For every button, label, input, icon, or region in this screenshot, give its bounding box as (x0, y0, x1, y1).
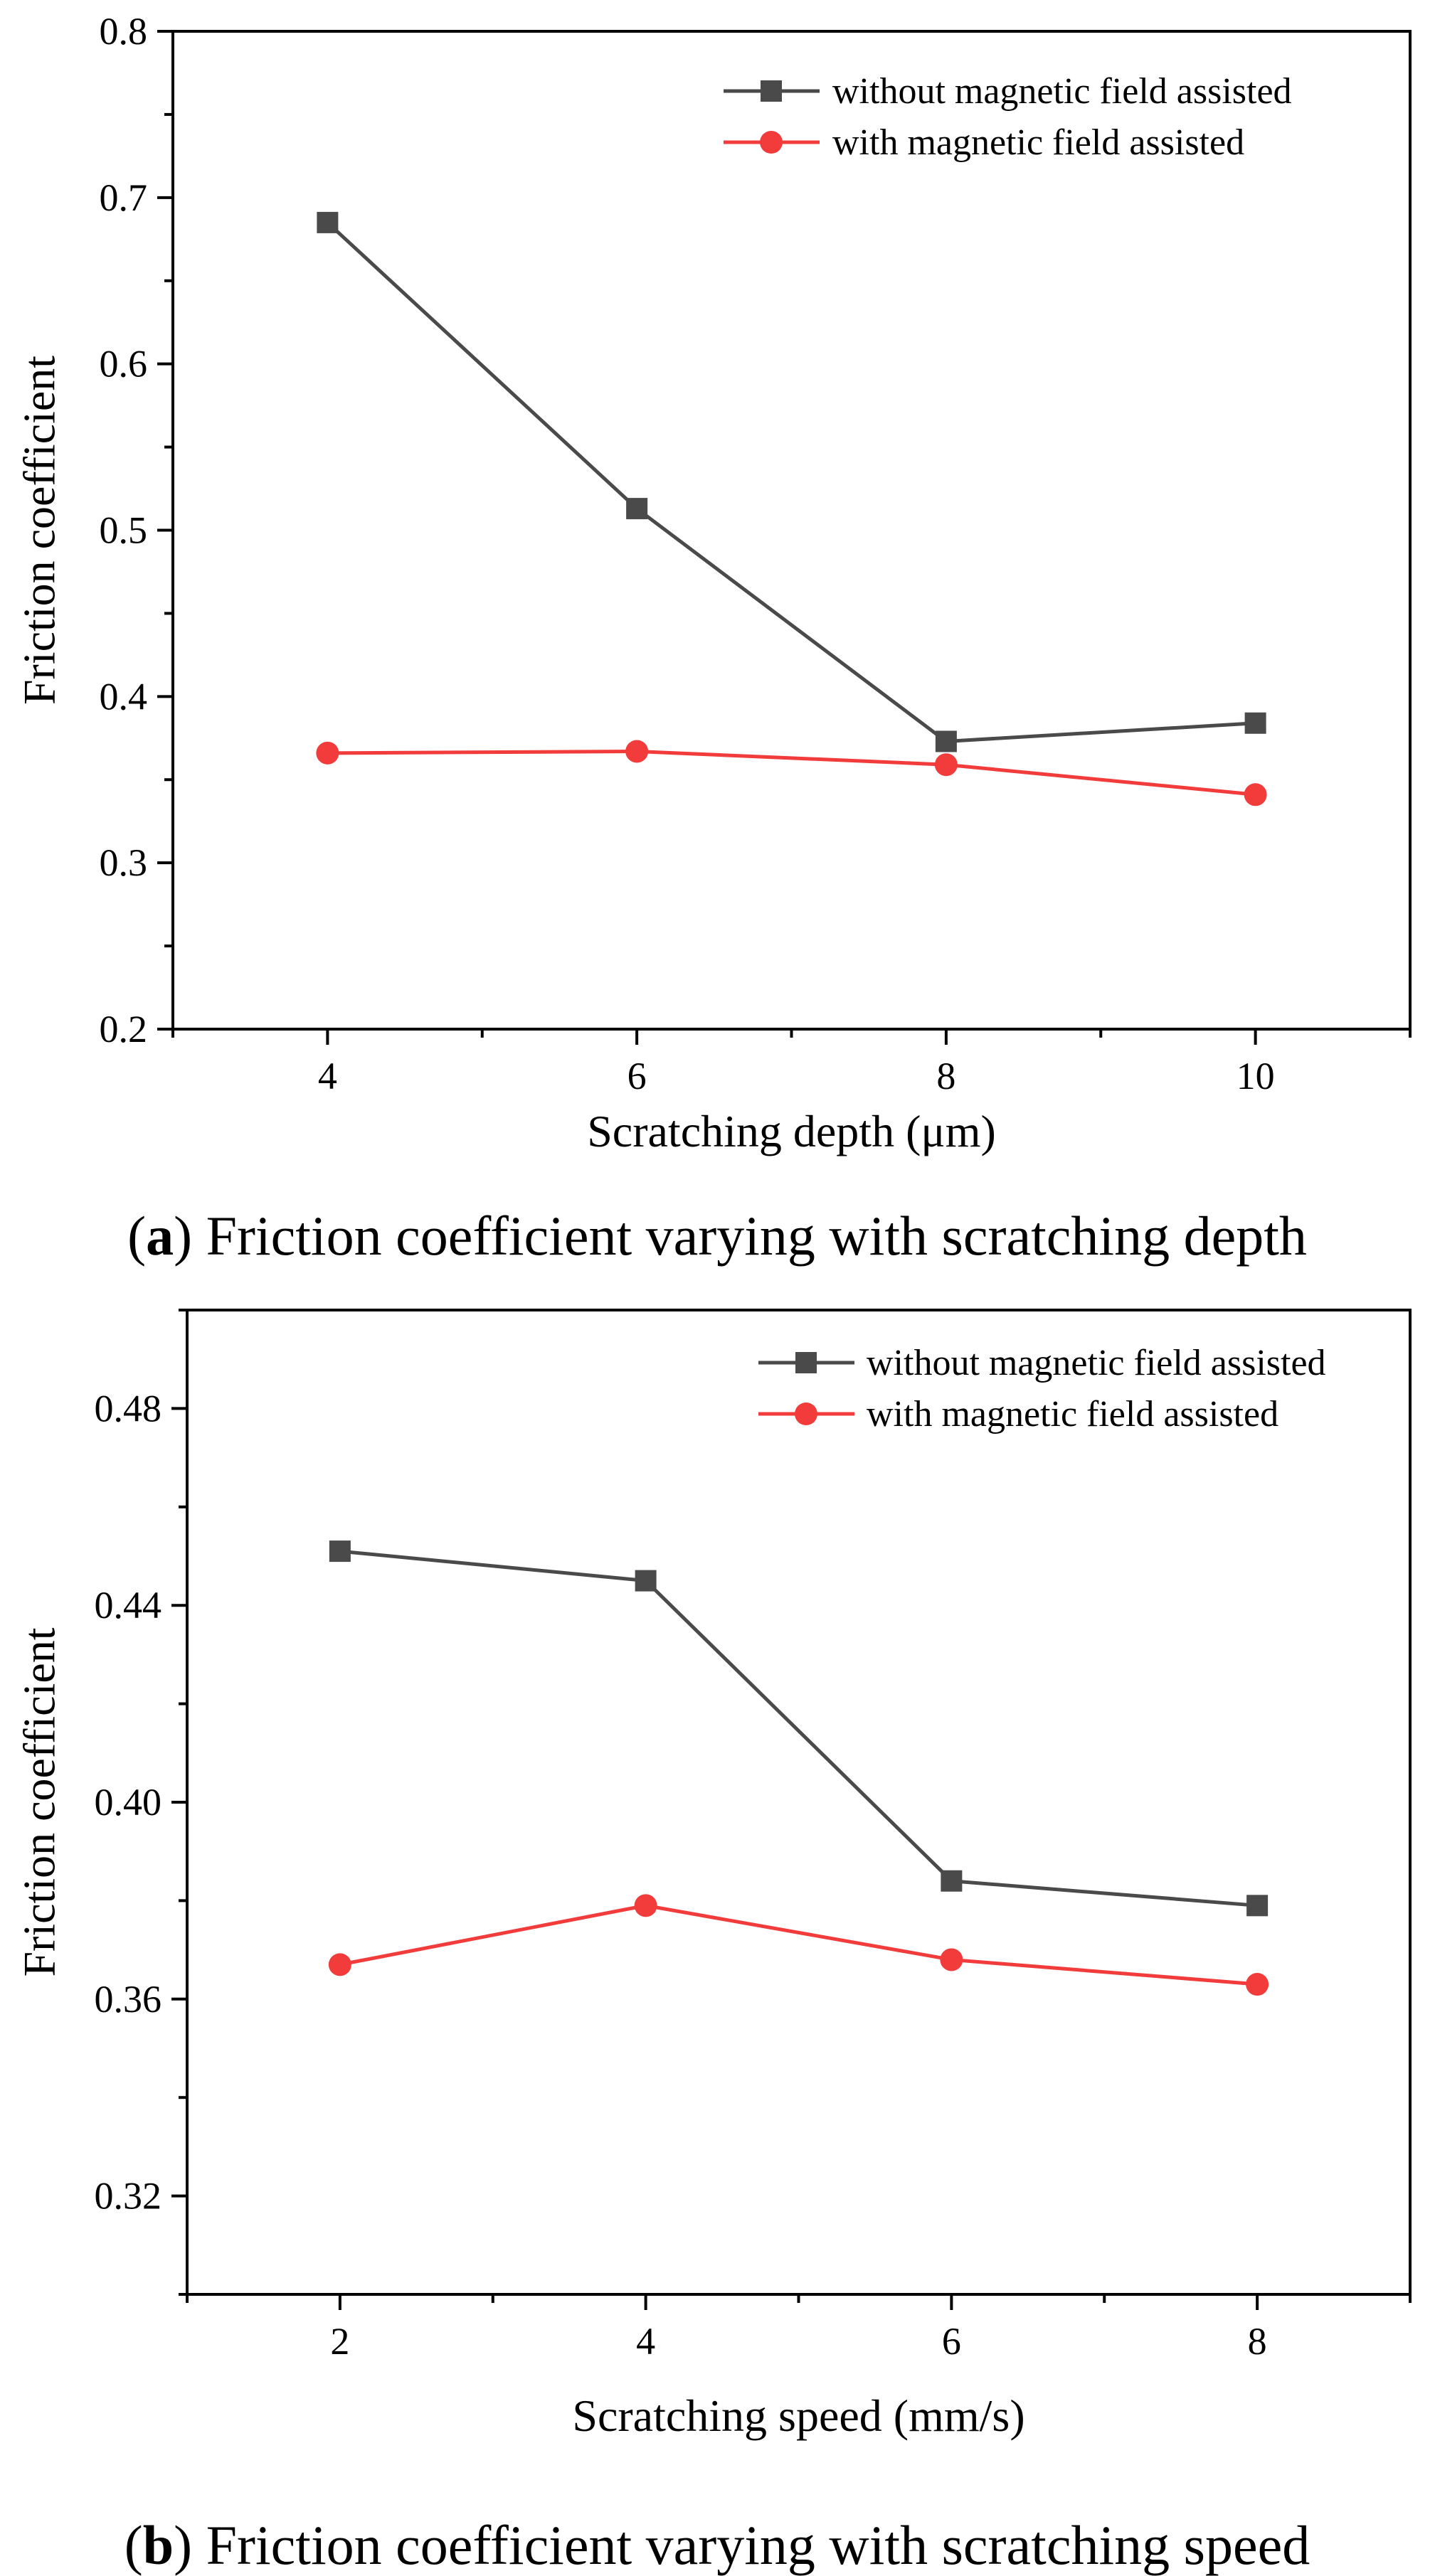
legend-marker-square (795, 1352, 817, 1373)
data-point-square (935, 730, 957, 752)
chart-a: 4 6 8 10 0.2 0.3 0.4 0.5 0.6 0.7 0.8 without magn… (14, 10, 1412, 1267)
data-point-square (635, 1570, 657, 1592)
caption: (b) Friction coefficient varying with sc… (125, 2514, 1310, 2576)
series-line-without-magnetic (339, 1549, 1258, 1907)
plot-frame (171, 30, 1412, 1031)
data-point-square (1246, 1895, 1269, 1917)
caption: (a) Friction coefficient varying with sc… (127, 1205, 1307, 1267)
y-tick-label: 0.5 (100, 509, 148, 552)
legend-label-without-magnetic: without magnetic field assisted (832, 71, 1292, 112)
y-axis-ticks: 0.32 0.36 0.40 0.44 0.48 (95, 1309, 187, 2296)
legend-marker-circle (795, 1403, 817, 1425)
data-point-square (1244, 712, 1266, 734)
y-tick-label: 0.3 (100, 841, 148, 884)
x-tick-label: 8 (936, 1055, 955, 1097)
x-tick-label: 8 (1248, 2320, 1267, 2363)
y-tick-label: 0.8 (100, 10, 148, 53)
data-point-circle (940, 1948, 963, 1971)
legend: without magnetic field assisted with mag… (724, 71, 1292, 163)
x-tick-label: 4 (318, 1055, 337, 1097)
legend-marker-circle (760, 131, 783, 154)
x-axis-label: Scratching depth (μm) (587, 1106, 996, 1156)
legend: without magnetic field assisted with mag… (758, 1343, 1326, 1435)
legend-label-without-magnetic: without magnetic field assisted (867, 1343, 1326, 1383)
y-tick-label: 0.6 (100, 343, 148, 385)
y-tick-label: 0.7 (100, 176, 148, 219)
series-line-without-magnetic (326, 221, 1256, 744)
data-point-circle (934, 753, 958, 777)
y-tick-label: 0.4 (100, 675, 148, 718)
x-tick-label: 4 (636, 2320, 655, 2363)
y-tick-label: 0.36 (95, 1978, 162, 2021)
x-axis-ticks: 2 4 6 8 (186, 2294, 1412, 2363)
caption-text: Friction coefficient varying with scratc… (206, 2514, 1310, 2576)
data-point-square (941, 1870, 963, 1892)
series-layer (316, 211, 1267, 807)
y-axis-label: Friction coefficient (14, 1627, 65, 1976)
series-line-with-magnetic (327, 749, 1256, 797)
x-axis-label: Scratching speed (mm/s) (572, 2390, 1024, 2441)
data-point-square (626, 498, 648, 520)
x-tick-label: 2 (330, 2320, 349, 2363)
caption-letter: b (143, 2514, 174, 2576)
y-tick-label: 0.44 (95, 1584, 162, 1627)
legend-label-with-magnetic: with magnetic field assisted (832, 122, 1244, 163)
legend-marker-square (761, 80, 782, 102)
x-axis-ticks: 4 6 8 10 (171, 1029, 1412, 1097)
data-point-square (317, 211, 339, 233)
y-axis-label: Friction coefficient (14, 356, 65, 705)
caption-text: Friction coefficient varying with scratc… (206, 1205, 1307, 1267)
data-point-circle (634, 1894, 657, 1917)
plot-frame (186, 1309, 1412, 2296)
legend-label-with-magnetic: with magnetic field assisted (867, 1394, 1278, 1435)
y-tick-label: 0.48 (95, 1387, 162, 1430)
data-point-circle (328, 1953, 351, 1976)
data-point-square (329, 1540, 351, 1563)
y-tick-label: 0.2 (100, 1008, 148, 1050)
x-tick-label: 10 (1237, 1055, 1275, 1097)
x-tick-label: 6 (942, 2320, 961, 2363)
y-tick-label: 0.32 (95, 2175, 162, 2218)
data-point-circle (316, 741, 339, 765)
series-layer (328, 1540, 1269, 1996)
data-point-circle (1244, 783, 1267, 807)
y-axis-ticks: 0.2 0.3 0.4 0.5 0.6 0.7 0.8 (100, 10, 173, 1050)
data-point-circle (625, 740, 649, 763)
series-line-with-magnetic (339, 1903, 1258, 1986)
data-point-circle (1246, 1973, 1269, 1996)
y-tick-label: 0.40 (95, 1781, 162, 1824)
chart-b: 2 4 6 8 0.32 0.36 0.40 0.44 0.48 without magnet… (14, 1309, 1412, 2576)
x-tick-label: 6 (628, 1055, 647, 1097)
caption-letter: a (146, 1205, 174, 1267)
